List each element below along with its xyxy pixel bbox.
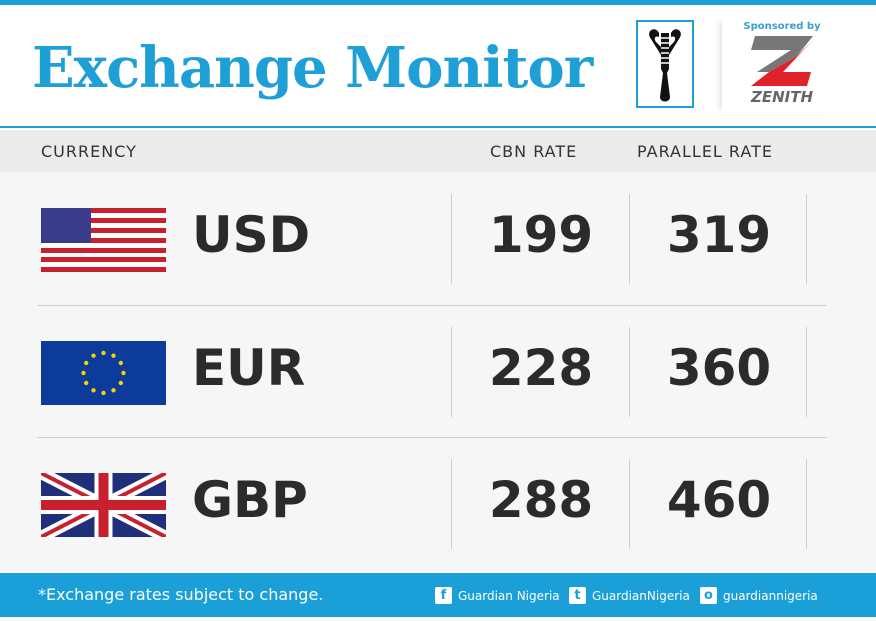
table-row: GBP 288 460 [0, 437, 876, 569]
currency-code: GBP [192, 471, 308, 529]
col-cbn-rate: CBN RATE [490, 142, 578, 161]
instagram-icon: o [700, 587, 717, 604]
divider [451, 459, 452, 549]
zenith-logo-icon [751, 36, 813, 86]
star-icon [111, 353, 116, 358]
star-icon [81, 370, 86, 376]
star-icon [83, 360, 89, 366]
parallel-rate: 460 [666, 471, 772, 529]
facebook-handle: Guardian Nigeria [458, 588, 560, 603]
divider [806, 194, 807, 284]
eu-flag-icon [41, 341, 166, 405]
star-icon [118, 380, 124, 386]
divider [629, 459, 630, 549]
twitter-icon: t [569, 587, 586, 604]
rates-table: USD 199 319 EUR 228 360 GBP 288 460 [0, 172, 876, 572]
header: Exchange Monitor Sponsored by ZENITH [0, 5, 876, 128]
cbn-rate: 228 [488, 339, 594, 397]
sponsor-block: Sponsored by ZENITH [722, 15, 842, 115]
parallel-rate: 360 [666, 339, 772, 397]
divider [451, 194, 452, 284]
col-parallel-rate: PARALLEL RATE [637, 142, 773, 161]
row-divider [37, 305, 827, 306]
footer: *Exchange rates subject to change. f Gua… [0, 573, 876, 617]
top-bar [0, 0, 876, 5]
guardian-logo [636, 20, 694, 108]
star-icon [118, 360, 124, 366]
facebook-link[interactable]: f Guardian Nigeria [435, 587, 560, 604]
cbn-rate: 199 [488, 206, 594, 264]
uk-flag-icon [41, 473, 166, 537]
star-icon [111, 388, 116, 393]
sponsor-name: ZENITH [750, 88, 814, 106]
instagram-handle: guardiannigeria [723, 588, 818, 603]
star-icon [101, 390, 106, 396]
sponsor-label: Sponsored by [743, 21, 821, 32]
currency-code: EUR [192, 339, 306, 397]
star-icon [91, 388, 96, 393]
divider [806, 327, 807, 417]
divider [629, 194, 630, 284]
star-icon [121, 370, 126, 376]
twitter-handle: GuardianNigeria [592, 588, 690, 603]
divider [451, 327, 452, 417]
us-flag-icon [41, 208, 166, 272]
table-row: USD 199 319 [0, 172, 876, 304]
col-currency: CURRENCY [41, 142, 137, 161]
cbn-rate: 288 [488, 471, 594, 529]
star-icon [101, 350, 106, 356]
facebook-icon: f [435, 587, 452, 604]
disclaimer: *Exchange rates subject to change. [38, 585, 324, 604]
instagram-link[interactable]: o guardiannigeria [700, 587, 818, 604]
star-icon [91, 353, 96, 358]
currency-code: USD [192, 206, 311, 264]
row-divider [37, 437, 827, 438]
star-icon [83, 380, 89, 386]
column-headers: CURRENCY CBN RATE PARALLEL RATE [0, 130, 876, 172]
page-title: Exchange Monitor [32, 35, 593, 101]
twitter-link[interactable]: t GuardianNigeria [569, 587, 690, 604]
table-row: EUR 228 360 [0, 305, 876, 437]
divider [806, 459, 807, 549]
comb-icon [649, 29, 681, 102]
divider [629, 327, 630, 417]
parallel-rate: 319 [666, 206, 772, 264]
